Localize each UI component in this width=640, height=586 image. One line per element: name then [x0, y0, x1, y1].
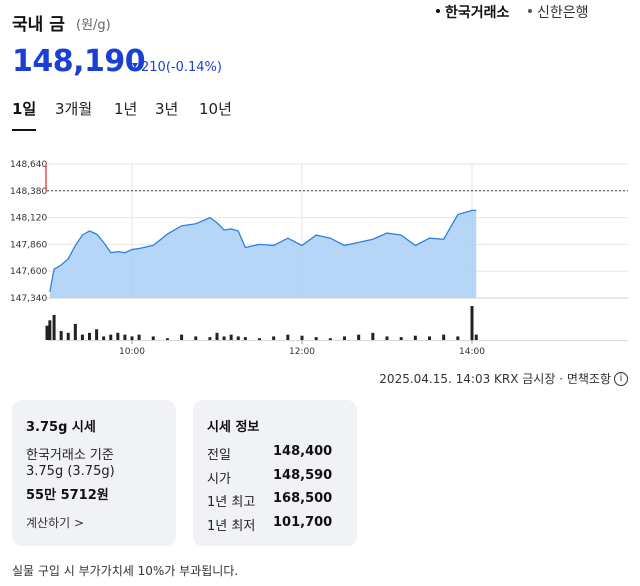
price-line — [49, 209, 477, 292]
price-change: 210(-0.14%) — [132, 60, 222, 75]
info-row-52w-low: 1년 최저 101,700 — [207, 515, 347, 535]
active-tab-indicator — [12, 129, 36, 131]
conversion-weight: 3.75g (3.75g) — [26, 464, 115, 479]
x-tick-label: 12:00 — [289, 347, 315, 357]
volume-bar — [236, 336, 240, 340]
volume-bar — [258, 338, 261, 340]
page-title: 국내 금 — [12, 15, 65, 35]
source-label-shinhan: 신한은행 — [537, 5, 589, 21]
volume-bar — [272, 336, 276, 340]
volume-bar — [116, 332, 120, 340]
volume-bar — [194, 336, 198, 340]
volume-bar — [151, 336, 155, 340]
info-row-prev-close: 전일 148,400 — [207, 444, 347, 464]
volume-bar — [88, 332, 91, 340]
volume-bar — [45, 325, 49, 340]
volume-bar — [385, 336, 389, 340]
volume-bar — [66, 332, 70, 340]
volume-bar — [456, 336, 460, 340]
volume-bar — [328, 338, 332, 340]
volume-bar — [371, 332, 375, 340]
info-row-52w-high: 1년 최고 168,500 — [207, 491, 347, 511]
x-tick-label: 14:00 — [459, 347, 485, 357]
volume-bar — [215, 332, 219, 340]
bullet-icon — [528, 9, 532, 13]
volume-bar — [180, 334, 184, 340]
info-label: 전일 — [207, 448, 231, 463]
volume-bar — [314, 337, 318, 340]
volume-bar — [165, 338, 169, 340]
tab-3m[interactable]: 3개월 — [55, 100, 93, 118]
volume-bar — [208, 337, 212, 340]
volume-bar — [73, 323, 77, 340]
tab-10y[interactable]: 10년 — [199, 100, 232, 118]
x-tick-label: 10:00 — [119, 347, 145, 357]
source-tab-shinhan[interactable]: 신한은행 — [528, 2, 589, 22]
volume-bar — [80, 334, 84, 340]
volume-bar — [286, 334, 290, 340]
y-tick-label: 147,860 — [10, 240, 47, 250]
volume-bar — [357, 334, 361, 340]
volume-bar — [413, 335, 417, 340]
volume-bar — [470, 306, 474, 340]
volume-bar — [229, 334, 233, 340]
volume-bar — [222, 336, 226, 340]
info-label: 시가 — [207, 472, 231, 487]
volume-bar — [48, 320, 52, 340]
volume-bar — [428, 336, 431, 340]
vat-notice: 실물 구입 시 부가가치세 10%가 부과됩니다. — [12, 564, 239, 578]
source-label-krx: 한국거래소 — [445, 5, 510, 21]
price-chart[interactable]: 148,640 148,380 148,120 147,860 147,600 147,3… — [0, 150, 640, 360]
info-value: 148,400 — [273, 444, 333, 459]
y-tick-label: 148,380 — [10, 187, 47, 197]
y-tick-label: 147,340 — [10, 294, 47, 304]
price-info-card: 시세 정보 전일 148,400 시가 148,590 1년 최고 168,50… — [193, 400, 357, 546]
volume-bar — [52, 314, 56, 340]
volume-bar — [243, 337, 247, 340]
y-tick-label: 148,120 — [10, 214, 47, 224]
info-value: 168,500 — [273, 491, 333, 506]
volume-bar — [137, 334, 141, 340]
volume-bar — [343, 336, 346, 340]
conversion-card-title: 3.75g 시세 — [26, 420, 96, 435]
volume-bar — [442, 334, 446, 340]
volume-bar — [102, 336, 106, 340]
header: 국내 금 (원/g) — [12, 10, 628, 36]
price-info-title: 시세 정보 — [207, 420, 260, 435]
volume-bar — [123, 334, 127, 340]
timestamp: 2025.04.15. 14:03 KRX 금시장 · 면책조항 i — [379, 370, 628, 387]
info-label: 1년 최고 — [207, 495, 256, 510]
volume-bar — [130, 336, 134, 340]
conversion-price: 55만 5712원 — [26, 488, 109, 503]
info-row-open: 시가 148,590 — [207, 468, 347, 488]
info-icon[interactable]: i — [614, 371, 628, 386]
tab-3y[interactable]: 3년 — [155, 100, 179, 118]
y-tick-label: 147,600 — [10, 267, 47, 277]
timestamp-text: 2025.04.15. 14:03 KRX 금시장 · 면책조항 — [379, 372, 611, 386]
volume-bar — [95, 329, 99, 340]
volume-bar — [109, 334, 113, 340]
conversion-card: 3.75g 시세 한국거래소 기준 3.75g (3.75g) 55만 5712… — [12, 400, 176, 546]
current-price: 148,190 — [12, 44, 146, 79]
volume-bar — [59, 331, 63, 340]
volume-bar — [474, 334, 478, 340]
calculate-link[interactable]: 계산하기 > — [26, 516, 85, 530]
change-percent: (-0.14%) — [165, 60, 222, 75]
info-value: 101,700 — [273, 515, 333, 530]
price-area-fill — [49, 210, 477, 298]
bullet-icon — [436, 9, 440, 13]
change-amount: 210 — [141, 60, 166, 75]
tab-1y[interactable]: 1년 — [114, 100, 138, 118]
info-label: 1년 최저 — [207, 519, 256, 534]
volume-bar — [300, 335, 304, 340]
y-tick-label: 148,640 — [10, 160, 47, 170]
tab-1d[interactable]: 1일 — [12, 100, 37, 118]
unit-label: (원/g) — [76, 18, 111, 33]
info-value: 148,590 — [273, 468, 333, 483]
down-arrow-icon — [132, 63, 138, 68]
conversion-basis: 한국거래소 기준 — [26, 448, 114, 463]
volume-bar — [399, 337, 403, 340]
source-tab-krx[interactable]: 한국거래소 — [436, 2, 509, 22]
